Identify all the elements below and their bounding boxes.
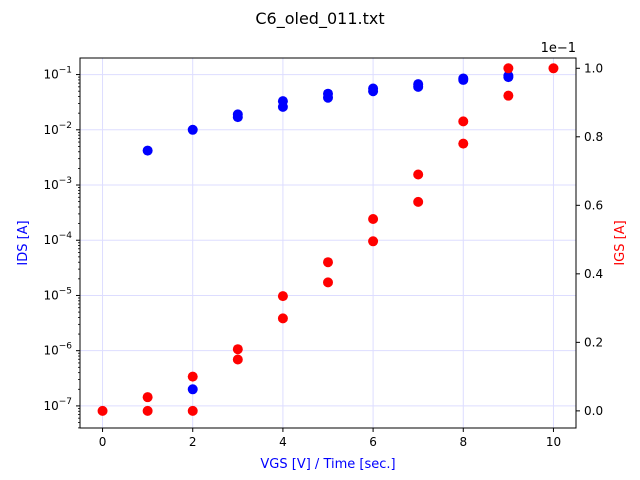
left-y-tick-label: 10−2 [43,121,72,137]
data-point [187,384,198,395]
data-point [232,354,243,365]
data-point [277,291,288,302]
data-point [187,124,198,135]
left-y-axis: 10−7 10−6 10−5 10−4 10−3 10−2 10−1 [43,66,80,429]
data-point [187,371,198,382]
data-point [323,257,333,268]
right-y-tick-label: 0.8 [584,130,603,144]
data-points [97,63,559,416]
x-axis-label: VGS [V] / Time [sec.] [260,457,395,472]
data-point [277,96,288,107]
right-y-axis: 0.0 0.2 0.4 0.6 0.8 1.0 [576,61,603,418]
left-y-tick-label: 10−4 [43,231,72,247]
data-point [458,138,469,149]
data-point [323,88,333,99]
data-point [142,405,153,416]
left-y-tick-label: 10−1 [43,66,72,82]
right-y-tick-label: 0.0 [584,404,603,418]
x-tick-label: 8 [459,435,467,449]
left-y-tick-label: 10−7 [43,397,72,413]
data-point [142,392,153,403]
x-tick-label: 6 [369,435,377,449]
data-point [142,145,153,156]
right-axis-offset-label: 1e−1 [541,41,576,56]
x-tick-label: 10 [546,435,561,449]
data-point [503,63,514,74]
data-point [413,196,424,207]
right-y-tick-label: 1.0 [584,61,603,75]
data-point [413,169,424,180]
x-axis: 0 2 4 6 8 10 [99,428,561,449]
data-point [368,83,379,94]
data-point [232,344,243,355]
right-y-tick-label: 0.2 [584,335,603,349]
data-point [548,63,559,74]
data-point [97,405,108,416]
data-point [232,109,243,120]
x-tick-label: 2 [189,435,197,449]
data-point [503,70,514,81]
data-point [323,277,333,288]
plot-frame [79,57,577,429]
data-point [458,73,469,84]
data-point [277,313,288,324]
left-y-tick-label: 10−3 [43,176,72,192]
data-point [503,90,514,101]
data-point [187,405,198,416]
right-y-axis-label: IGS [A] [613,220,628,265]
data-point [368,214,379,225]
left-y-tick-label: 10−6 [43,342,72,358]
grid [80,58,576,428]
data-point [413,79,424,90]
right-y-tick-label: 0.6 [584,198,603,212]
x-tick-label: 0 [99,435,107,449]
right-y-tick-label: 0.4 [584,267,603,281]
data-point [458,116,469,127]
chart-title: C6_oled_011.txt [255,9,384,29]
data-point [368,236,379,247]
left-y-tick-label: 10−5 [43,286,72,302]
left-y-axis-label: IDS [A] [16,220,31,265]
x-tick-label: 4 [279,435,287,449]
